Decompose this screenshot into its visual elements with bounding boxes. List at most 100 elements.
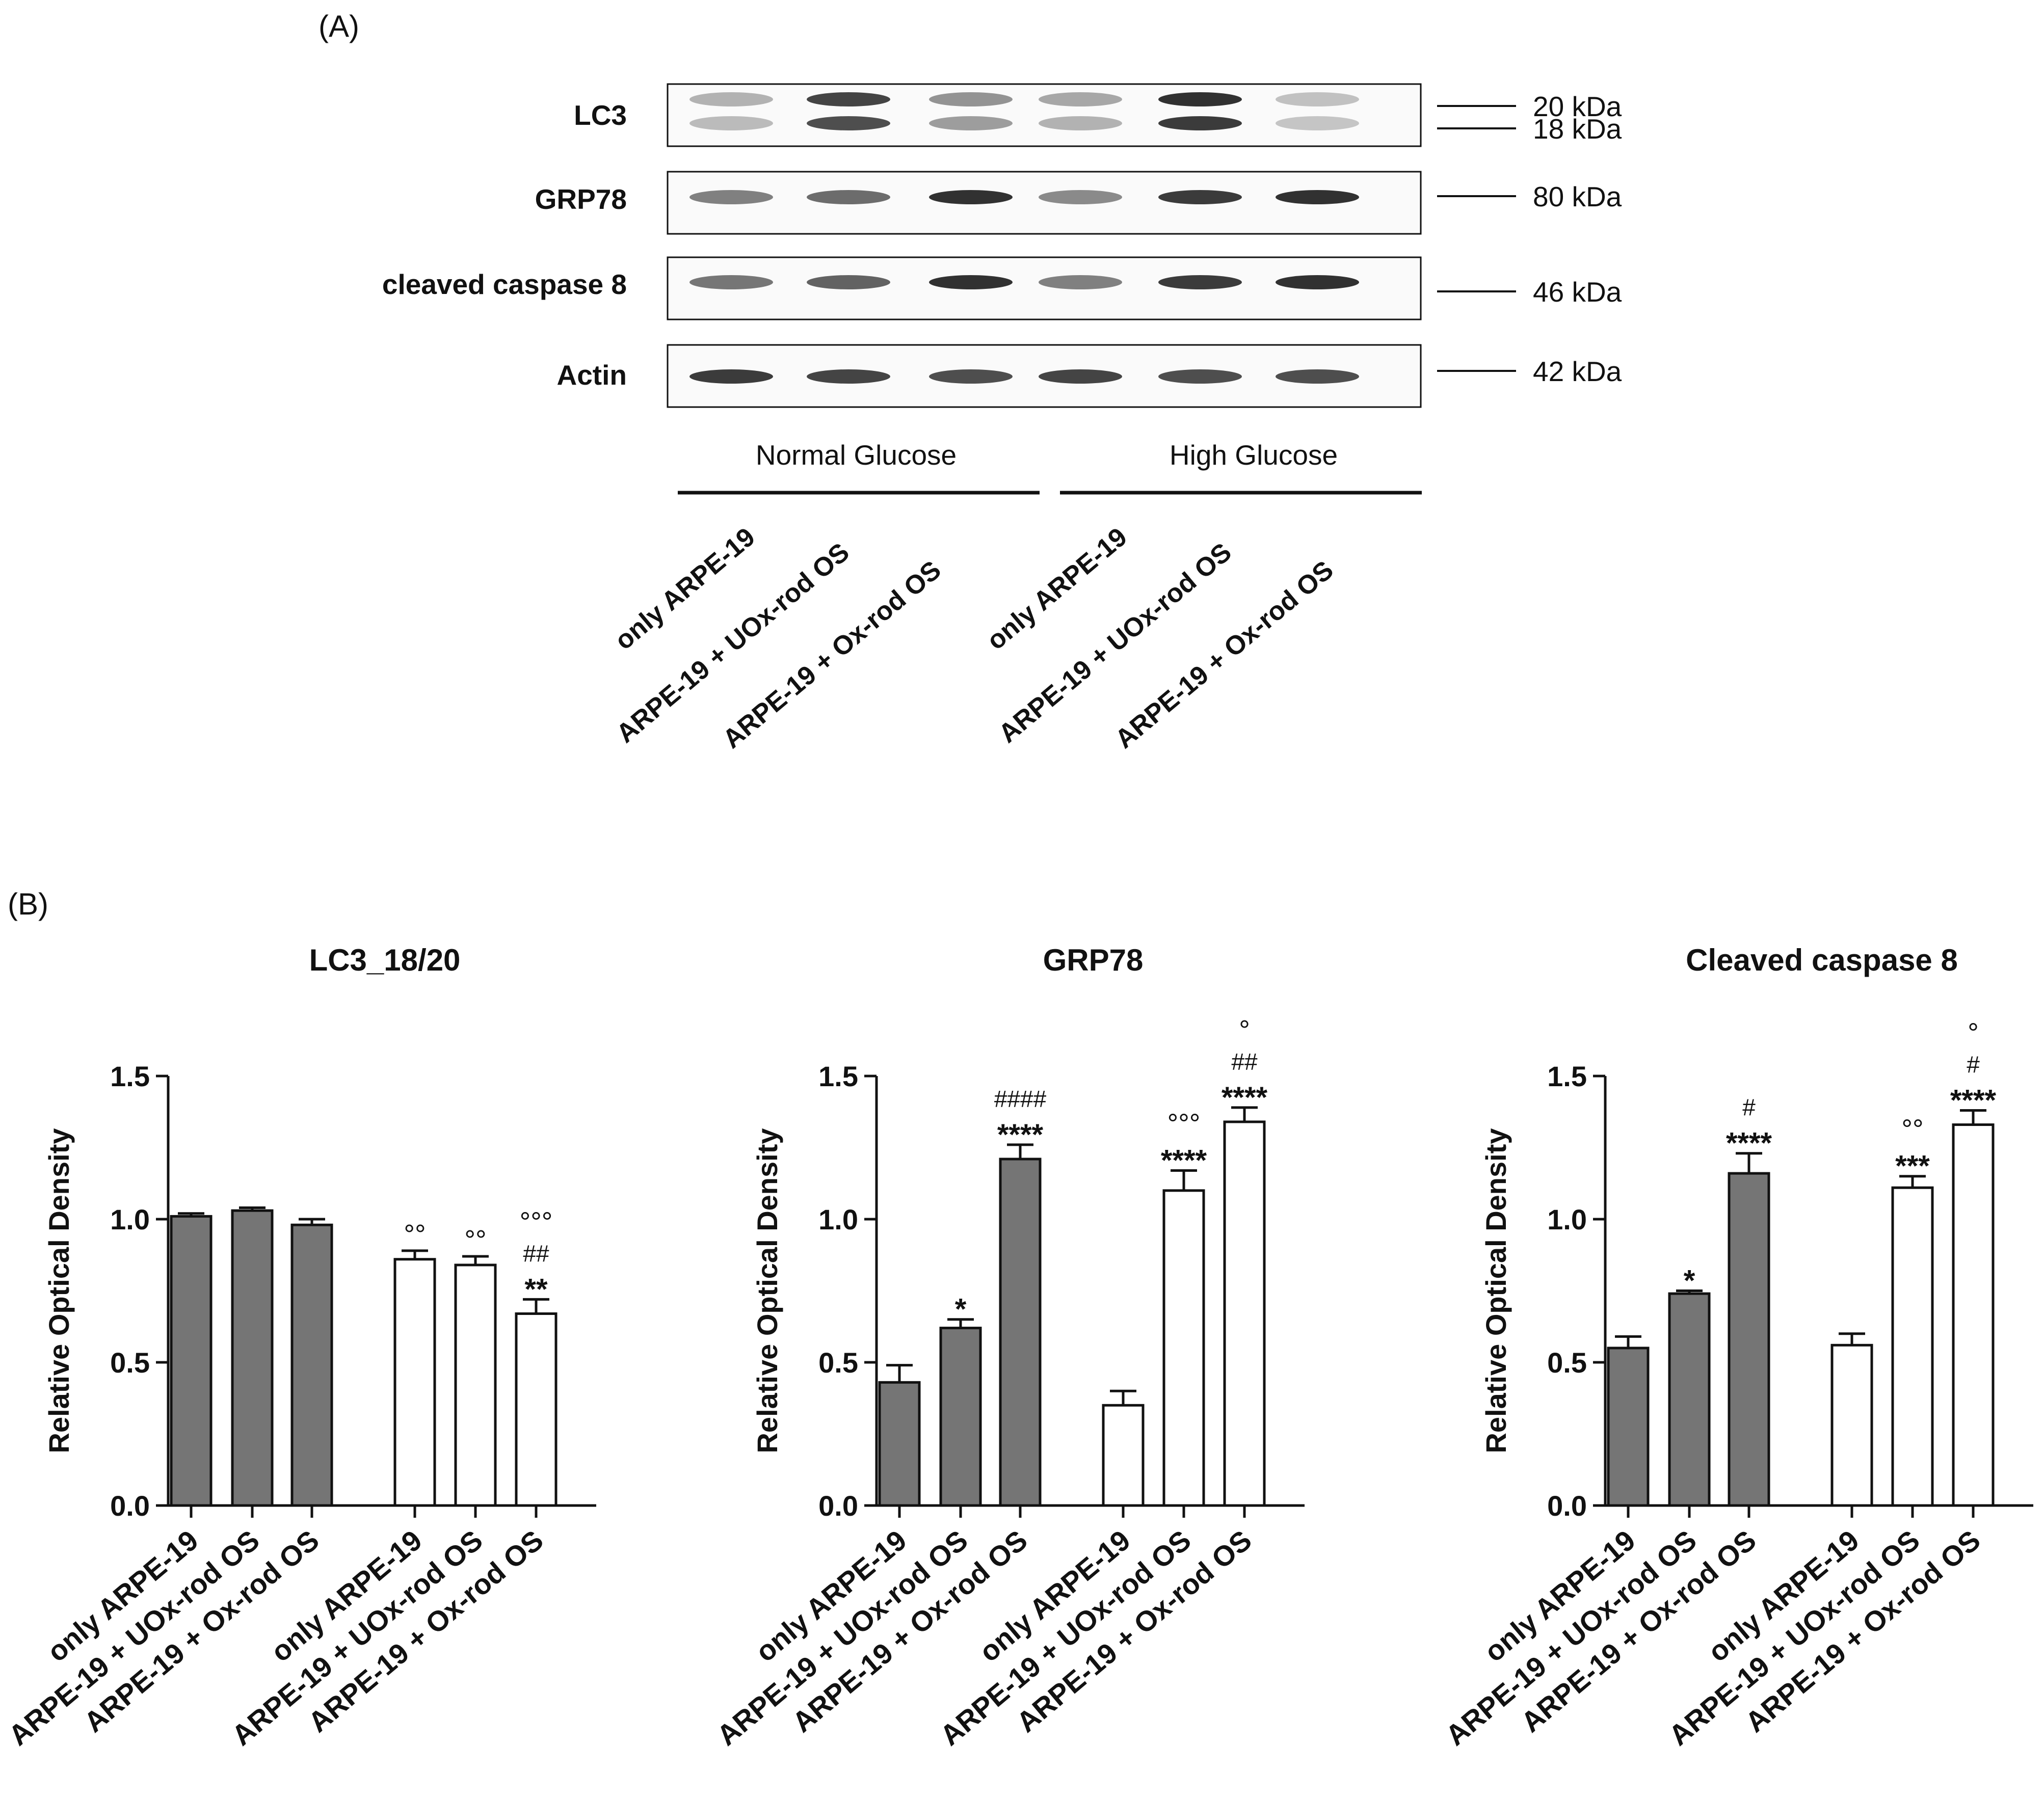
x-label-1-5: ARPE-19 + Ox-rod OS xyxy=(1011,1524,1258,1738)
blot-box-2 xyxy=(667,256,1422,320)
bar-2-0 xyxy=(1607,1347,1650,1507)
marker-label-2-0: 46 kDa xyxy=(1533,276,1622,308)
annotation-0-5-0: °°° xyxy=(520,1206,553,1237)
y-tick-label-2-1: 0.5 xyxy=(1547,1347,1587,1379)
bar-2-1 xyxy=(1668,1292,1711,1507)
bar-1-3 xyxy=(1102,1404,1145,1507)
band-3-0-3 xyxy=(1039,369,1122,384)
band-0-1-1 xyxy=(807,116,890,130)
band-3-0-2 xyxy=(929,369,1013,384)
bar-0-1 xyxy=(231,1209,274,1507)
annotation-2-1-0: * xyxy=(1684,1265,1695,1298)
x-label-2-1: ARPE-19 + UOx-rod OS xyxy=(1440,1524,1703,1752)
blot-label-0: LC3 xyxy=(574,99,627,131)
band-2-0-0 xyxy=(689,275,773,289)
marker-label-0-1: 18 kDa xyxy=(1533,113,1622,145)
marker-label-3-0: 42 kDa xyxy=(1533,356,1622,387)
band-3-0-4 xyxy=(1158,369,1242,384)
y-tick-label-1-3: 1.5 xyxy=(818,1060,858,1092)
band-0-1-0 xyxy=(689,116,773,130)
annotation-2-5-0: ° xyxy=(1968,1017,1979,1048)
y-tick-label-0-1: 0.5 xyxy=(110,1347,150,1379)
bar-1-1 xyxy=(939,1327,982,1507)
chart-title-2: Cleaved caspase 8 xyxy=(1686,943,1958,977)
band-1-0-4 xyxy=(1158,190,1242,204)
band-1-0-3 xyxy=(1039,190,1122,204)
y-axis-label-0: Relative Optical Density xyxy=(43,1128,75,1453)
annotation-1-1-0: * xyxy=(955,1293,967,1326)
band-0-0-5 xyxy=(1276,92,1359,106)
blot-label-3: Actin xyxy=(557,359,627,391)
marker-label-1-0: 80 kDa xyxy=(1533,181,1622,212)
bar-1-2 xyxy=(999,1158,1042,1507)
annotation-1-4-0: °°° xyxy=(1167,1108,1201,1139)
lane-label-5: ARPE-19 + Ox-rod OS xyxy=(1110,555,1339,755)
y-tick-label-1-2: 1.0 xyxy=(818,1203,858,1235)
x-label-0-5: ARPE-19 + Ox-rod OS xyxy=(302,1524,549,1738)
annotation-0-5-1: ## xyxy=(523,1240,549,1267)
bar-0-5 xyxy=(515,1312,558,1507)
y-tick-label-0-2: 1.0 xyxy=(110,1203,150,1235)
bar-2-3 xyxy=(1830,1343,1873,1507)
band-3-0-1 xyxy=(807,369,890,384)
bar-0-4 xyxy=(454,1264,497,1507)
lane-label-2: ARPE-19 + Ox-rod OS xyxy=(718,555,947,755)
x-label-2-5: ARPE-19 + Ox-rod OS xyxy=(1739,1524,1986,1738)
x-label-0-1: ARPE-19 + UOx-rod OS xyxy=(3,1524,266,1752)
y-tick-label-1-0: 0.0 xyxy=(818,1490,858,1522)
annotation-0-4-0: °° xyxy=(464,1225,486,1255)
bar-0-0 xyxy=(170,1215,213,1507)
band-0-0-0 xyxy=(689,92,773,106)
annotation-0-5-2: ** xyxy=(524,1273,548,1306)
annotation-2-2-0: # xyxy=(1742,1094,1756,1121)
band-0-1-5 xyxy=(1276,116,1359,130)
annotation-1-5-1: ## xyxy=(1231,1049,1258,1075)
panel-a-label: (A) xyxy=(318,9,359,43)
annotation-0-3-0: °° xyxy=(404,1219,426,1250)
band-2-0-2 xyxy=(929,275,1013,289)
bar-1-4 xyxy=(1162,1189,1205,1507)
y-tick-label-2-3: 1.5 xyxy=(1547,1060,1587,1092)
band-2-0-5 xyxy=(1276,275,1359,289)
band-3-0-0 xyxy=(689,369,773,384)
band-2-0-1 xyxy=(807,275,890,289)
band-0-0-2 xyxy=(929,92,1013,106)
band-0-1-3 xyxy=(1039,116,1122,130)
y-axis-label-2: Relative Optical Density xyxy=(1480,1128,1512,1453)
y-tick-label-1-1: 0.5 xyxy=(818,1347,858,1379)
annotation-1-2-1: **** xyxy=(997,1118,1044,1151)
band-0-1-4 xyxy=(1158,116,1242,130)
annotation-1-5-2: **** xyxy=(1222,1081,1268,1114)
bar-1-0 xyxy=(878,1381,921,1507)
band-1-0-0 xyxy=(689,190,773,204)
annotation-2-4-1: *** xyxy=(1895,1150,1930,1183)
annotation-1-4-1: **** xyxy=(1161,1144,1207,1177)
bar-2-2 xyxy=(1728,1172,1770,1507)
band-2-0-3 xyxy=(1039,275,1122,289)
band-0-1-2 xyxy=(929,116,1013,130)
bar-1-5 xyxy=(1223,1120,1266,1507)
bar-0-3 xyxy=(393,1258,436,1507)
lane-label-1: ARPE-19 + UOx-rod OS xyxy=(611,537,855,749)
x-label-1-1: ARPE-19 + UOx-rod OS xyxy=(711,1524,974,1752)
annotation-2-4-0: °° xyxy=(1901,1114,1923,1145)
annotation-1-2-0: #### xyxy=(994,1086,1047,1112)
annotation-2-5-2: **** xyxy=(1950,1084,1997,1117)
chart-title-1: GRP78 xyxy=(1043,943,1144,977)
group-label-0: Normal Glucose xyxy=(756,439,957,471)
band-1-0-1 xyxy=(807,190,890,204)
band-1-0-2 xyxy=(929,190,1013,204)
y-tick-label-0-3: 1.5 xyxy=(110,1060,150,1092)
y-tick-label-2-2: 1.0 xyxy=(1547,1203,1587,1235)
annotation-2-2-1: **** xyxy=(1726,1127,1772,1160)
panel-b-label: (B) xyxy=(8,887,48,921)
bar-2-5 xyxy=(1952,1123,1995,1507)
lane-label-4: ARPE-19 + UOx-rod OS xyxy=(993,537,1237,749)
band-0-0-4 xyxy=(1158,92,1242,106)
band-3-0-5 xyxy=(1276,369,1359,384)
band-1-0-5 xyxy=(1276,190,1359,204)
band-2-0-4 xyxy=(1158,275,1242,289)
bar-charts: LC3_18/20 Relative Optical Density 0.0 0.5 1… xyxy=(3,943,2033,1752)
